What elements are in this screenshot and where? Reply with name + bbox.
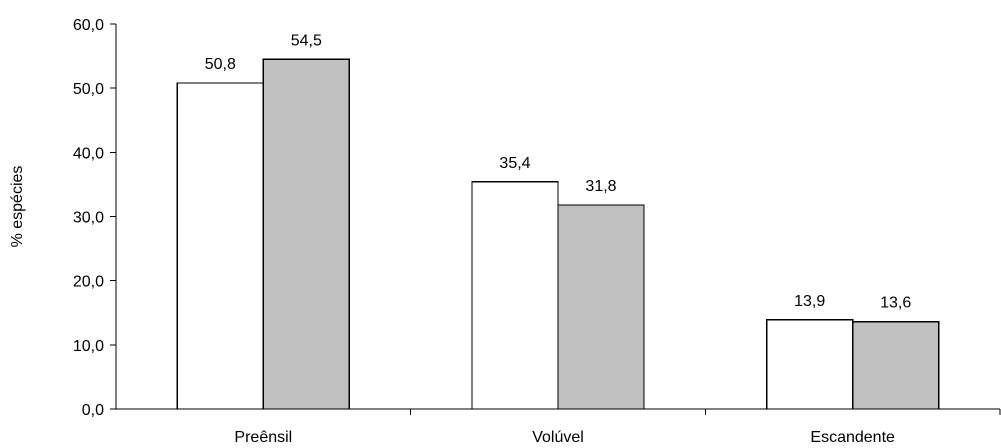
y-tick-label: 0,0 [82, 402, 104, 419]
data-label: 31,8 [585, 178, 616, 195]
y-tick-label: 40,0 [73, 145, 104, 162]
data-label: 54,5 [291, 32, 322, 49]
bar [176, 82, 265, 410]
x-axis-ticks [410, 409, 1001, 415]
y-tick-label: 20,0 [73, 274, 104, 291]
category-label: Volúvel [532, 429, 584, 446]
y-tick-label: 10,0 [73, 338, 104, 355]
y-axis-ticks: 0,0 10,0 20,0 30,0 40,0 50,0 60,0 [73, 17, 116, 419]
y-axis-title: % espécies [9, 166, 26, 248]
bar [557, 204, 645, 410]
category-labels: Preênsil Volúvel Escandente [234, 429, 895, 446]
y-tick-label: 30,0 [73, 210, 104, 227]
data-labels: 50,8 54,5 35,4 31,8 13,9 13,6 [205, 32, 912, 311]
data-label: 50,8 [205, 56, 236, 73]
data-label: 13,6 [880, 295, 911, 312]
bar [262, 58, 351, 410]
bar [765, 319, 854, 410]
data-label: 35,4 [499, 155, 530, 172]
y-tick-label: 50,0 [73, 81, 104, 98]
bar [471, 181, 559, 410]
category-label: Escandente [810, 429, 895, 446]
bar [851, 321, 940, 410]
bars [176, 58, 940, 410]
data-label: 13,9 [794, 293, 825, 310]
y-tick-label: 60,0 [73, 17, 104, 34]
category-label: Preênsil [234, 429, 292, 446]
